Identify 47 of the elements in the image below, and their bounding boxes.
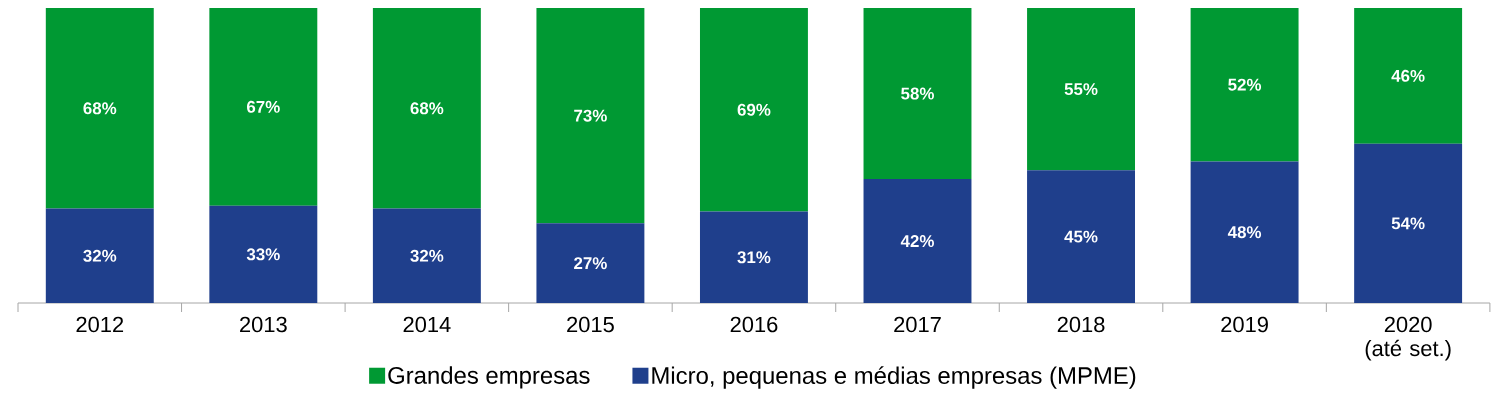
bar — [699, 211, 808, 303]
bar — [863, 8, 972, 180]
bar — [372, 208, 481, 303]
bar — [1027, 170, 1136, 303]
data-label: 48% — [1227, 226, 1262, 239]
x-tick-label: 2015 — [567, 316, 614, 333]
data-label: 67% — [247, 100, 280, 113]
data-label: 32% — [83, 249, 117, 262]
bar — [1354, 143, 1463, 303]
bar — [1190, 8, 1299, 162]
bar — [45, 8, 154, 209]
bar — [536, 223, 645, 303]
bar — [1354, 8, 1463, 144]
x-tick-label: 2020 (até set.) — [1365, 316, 1451, 361]
x-tick-label: 2013 — [240, 316, 287, 333]
data-label: 46% — [1391, 69, 1425, 82]
x-tick-label: 2012 — [76, 316, 124, 333]
x-tick-label: 2016 — [730, 316, 778, 333]
bar — [372, 8, 481, 209]
data-label: 33% — [246, 248, 280, 261]
data-label: 73% — [574, 109, 607, 122]
bar — [863, 179, 972, 303]
legend-label: Grandes empresas — [388, 366, 590, 389]
data-label: 69% — [737, 103, 771, 116]
x-tick-label: 2018 — [1057, 316, 1105, 333]
data-label: 32% — [410, 249, 444, 262]
data-label: 42% — [900, 235, 934, 248]
data-label: 45% — [1064, 230, 1098, 243]
data-label: 68% — [83, 102, 117, 115]
bar — [1190, 161, 1299, 303]
x-tick-label: 2019 — [1221, 316, 1268, 333]
data-label: 68% — [410, 102, 444, 115]
data-label: 58% — [901, 87, 934, 100]
data-label: 31% — [737, 251, 771, 264]
bar — [209, 205, 318, 303]
legend-label: Micro, pequenas e médias empresas (MPME) — [652, 366, 1136, 389]
bar — [536, 8, 645, 224]
x-tick-label: 2017 — [894, 316, 941, 333]
data-label: 55% — [1064, 83, 1098, 96]
data-label: 54% — [1391, 217, 1425, 230]
bar — [1027, 8, 1136, 171]
bar — [209, 8, 318, 206]
data-label: 27% — [574, 257, 607, 270]
x-tick-label: 2014 — [403, 316, 451, 333]
bar — [45, 208, 154, 303]
data-label: 52% — [1228, 78, 1262, 91]
bar — [699, 8, 808, 212]
